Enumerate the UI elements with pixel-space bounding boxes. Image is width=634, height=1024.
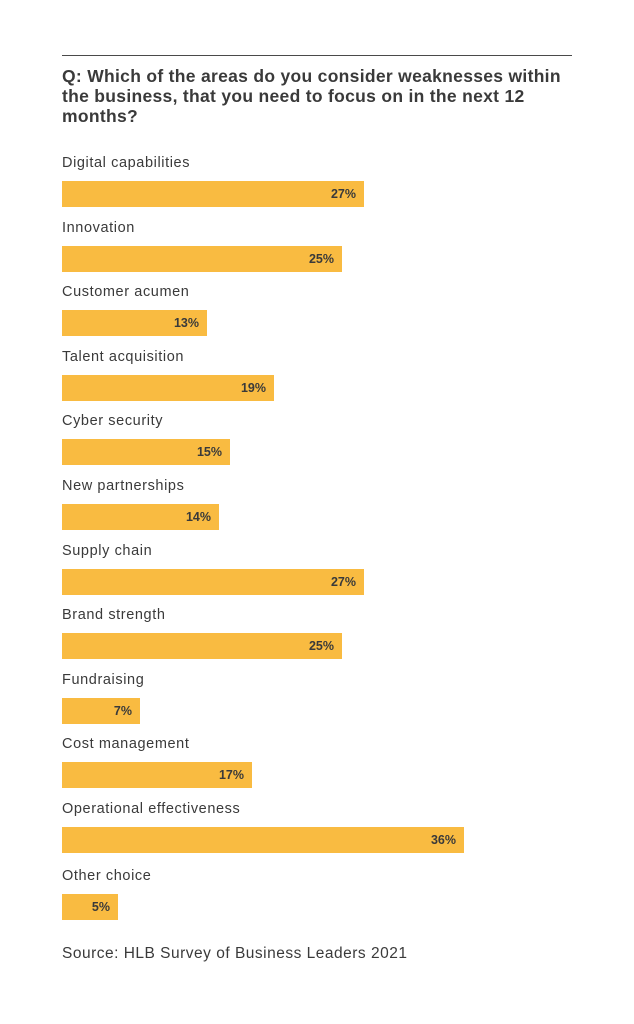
category-label: Innovation: [62, 219, 135, 236]
category-label: Operational effectiveness: [62, 801, 241, 817]
value-label: 15%: [196, 445, 222, 460]
value-label: 25%: [308, 639, 334, 654]
value-label: 27%: [330, 187, 356, 201]
bar: 5%: [62, 893, 118, 920]
bar: 7%: [62, 697, 140, 724]
value-label: 19%: [240, 380, 266, 395]
bar: 25%: [62, 245, 342, 272]
category-label: Cyber security: [62, 413, 164, 430]
category-label: Other choice: [62, 867, 152, 884]
bar: 27%: [62, 181, 364, 207]
value-label: 13%: [173, 316, 199, 331]
category-label: Brand strength: [62, 607, 166, 624]
chart-title: Q: Which of the areas do you consider we…: [62, 66, 561, 126]
source-note: Source: HLB Survey of Business Leaders 2…: [62, 945, 408, 962]
category-label: Supply chain: [62, 542, 153, 559]
category-label: Cost management: [62, 736, 190, 753]
value-label: 5%: [91, 899, 110, 914]
category-label: Talent acquisition: [62, 348, 185, 365]
value-label: 36%: [430, 833, 456, 847]
bar: 19%: [62, 374, 274, 401]
bar: 17%: [62, 762, 252, 789]
value-label: 14%: [185, 510, 211, 524]
category-label: Digital capabilities: [62, 155, 191, 171]
bar: 13%: [62, 310, 207, 337]
bar: 25%: [62, 633, 342, 660]
value-label: 27%: [330, 574, 356, 589]
header-rule: [62, 55, 572, 56]
bar: 14%: [62, 504, 219, 530]
value-label: 17%: [218, 768, 244, 783]
value-label: 25%: [308, 251, 334, 266]
bar: 15%: [62, 439, 230, 466]
category-label: Fundraising: [62, 671, 145, 688]
category-label: New partnerships: [62, 478, 185, 494]
bar: 27%: [62, 568, 364, 595]
bar: 36%: [62, 827, 464, 853]
value-label: 7%: [113, 703, 132, 718]
category-label: Customer acumen: [62, 284, 190, 301]
